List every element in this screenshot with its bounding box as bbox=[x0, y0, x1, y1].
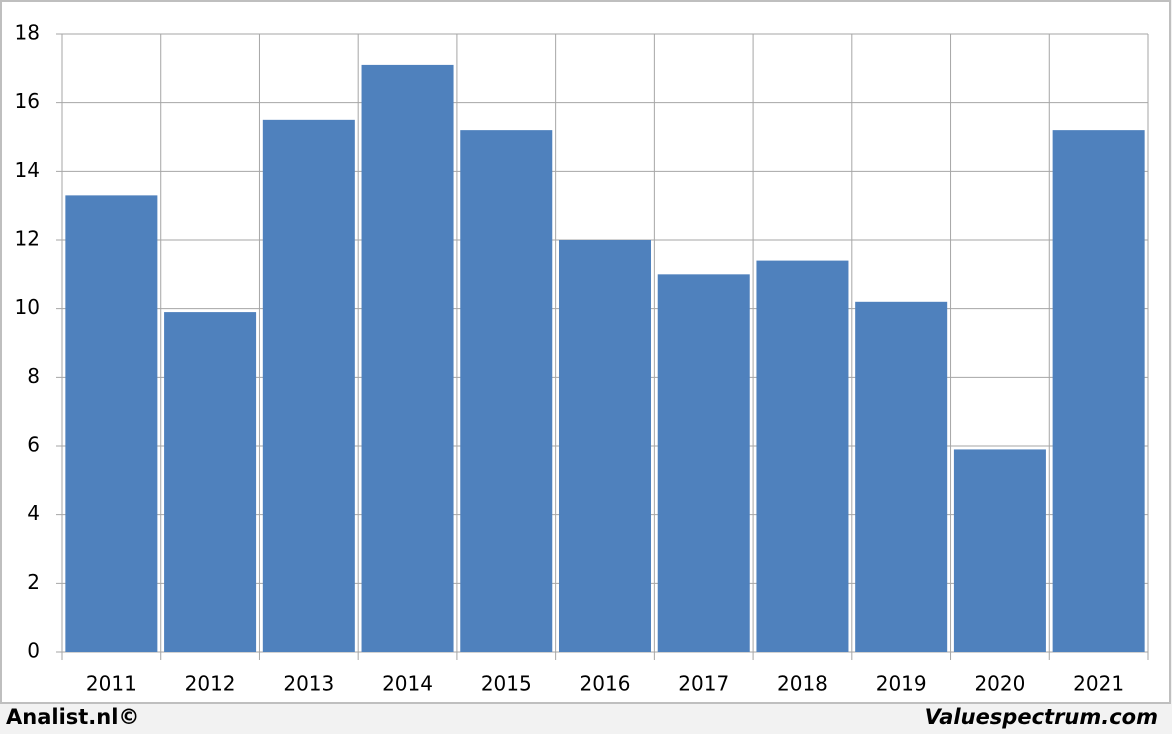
bar bbox=[953, 449, 1046, 652]
bar bbox=[262, 119, 355, 653]
bar bbox=[65, 195, 158, 652]
bar bbox=[855, 301, 948, 652]
y-tick-label: 14 bbox=[15, 158, 40, 182]
y-tick-label: 10 bbox=[15, 295, 40, 319]
y-tick-label: 12 bbox=[15, 227, 40, 251]
y-tick-label: 18 bbox=[15, 21, 40, 45]
bar bbox=[558, 240, 652, 652]
x-tick-label: 2015 bbox=[481, 672, 532, 696]
x-tick-label: 2011 bbox=[86, 672, 137, 696]
x-tick-label: 2021 bbox=[1073, 672, 1124, 696]
x-tick-label: 2018 bbox=[777, 672, 828, 696]
y-tick-label: 4 bbox=[27, 501, 40, 525]
x-tick-label: 2014 bbox=[382, 672, 433, 696]
bar bbox=[657, 274, 750, 652]
bar bbox=[756, 260, 849, 652]
footer-right: Valuespectrum.com bbox=[925, 705, 1158, 729]
bar bbox=[361, 64, 454, 652]
y-tick-label: 6 bbox=[27, 433, 40, 457]
bar bbox=[460, 130, 553, 653]
bar bbox=[1052, 130, 1145, 653]
x-tick-label: 2016 bbox=[580, 672, 631, 696]
y-tick-label: 2 bbox=[27, 570, 40, 594]
x-tick-label: 2017 bbox=[678, 672, 729, 696]
y-tick-label: 16 bbox=[15, 89, 40, 113]
x-tick-label: 2012 bbox=[185, 672, 236, 696]
x-tick-label: 2019 bbox=[876, 672, 927, 696]
bar bbox=[164, 312, 257, 652]
x-tick-label: 2013 bbox=[283, 672, 334, 696]
x-tick-label: 2020 bbox=[974, 672, 1025, 696]
y-tick-label: 0 bbox=[27, 639, 40, 663]
footer-left: Analist.nl© bbox=[6, 705, 139, 729]
y-tick-label: 8 bbox=[27, 364, 40, 388]
